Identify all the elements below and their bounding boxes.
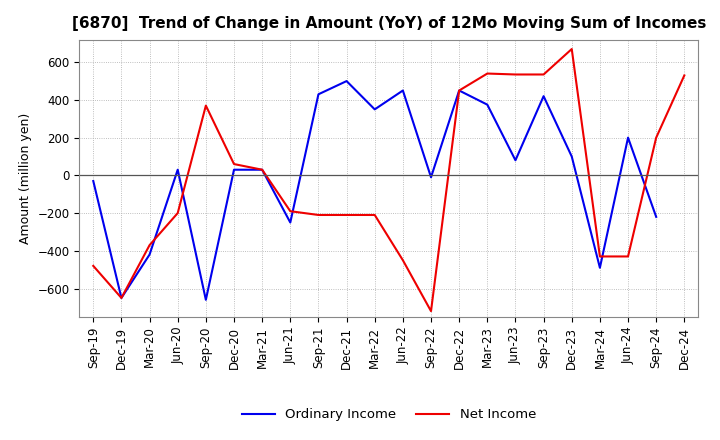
Ordinary Income — [595, 265, 604, 271]
Y-axis label: Amount (million yen): Amount (million yen) — [19, 113, 32, 244]
Ordinary Income — [624, 135, 632, 140]
Ordinary Income — [567, 154, 576, 159]
Ordinary Income — [258, 167, 266, 172]
Net Income — [117, 295, 126, 301]
Ordinary Income — [89, 178, 98, 183]
Net Income — [89, 263, 98, 268]
Ordinary Income — [427, 175, 436, 180]
Legend: Ordinary Income, Net Income: Ordinary Income, Net Income — [236, 403, 541, 427]
Net Income — [567, 46, 576, 51]
Ordinary Income — [202, 297, 210, 302]
Ordinary Income — [314, 92, 323, 97]
Net Income — [427, 308, 436, 314]
Net Income — [314, 213, 323, 218]
Net Income — [539, 72, 548, 77]
Ordinary Income — [455, 88, 464, 93]
Net Income — [652, 135, 660, 140]
Net Income — [595, 254, 604, 259]
Line: Net Income: Net Income — [94, 49, 684, 311]
Title: [6870]  Trend of Change in Amount (YoY) of 12Mo Moving Sum of Incomes: [6870] Trend of Change in Amount (YoY) o… — [71, 16, 706, 32]
Ordinary Income — [342, 78, 351, 84]
Line: Ordinary Income: Ordinary Income — [94, 81, 656, 300]
Ordinary Income — [511, 158, 520, 163]
Ordinary Income — [652, 214, 660, 220]
Ordinary Income — [145, 252, 154, 257]
Ordinary Income — [286, 220, 294, 225]
Net Income — [258, 167, 266, 172]
Net Income — [342, 213, 351, 218]
Ordinary Income — [539, 94, 548, 99]
Ordinary Income — [370, 107, 379, 112]
Net Income — [370, 213, 379, 218]
Net Income — [624, 254, 632, 259]
Net Income — [174, 210, 182, 216]
Net Income — [230, 161, 238, 167]
Net Income — [483, 71, 492, 76]
Net Income — [511, 72, 520, 77]
Net Income — [680, 73, 688, 78]
Net Income — [202, 103, 210, 108]
Net Income — [145, 242, 154, 248]
Net Income — [286, 209, 294, 214]
Ordinary Income — [174, 167, 182, 172]
Ordinary Income — [483, 102, 492, 107]
Ordinary Income — [117, 295, 126, 301]
Net Income — [455, 88, 464, 93]
Ordinary Income — [399, 88, 408, 93]
Ordinary Income — [230, 167, 238, 172]
Net Income — [399, 257, 408, 263]
